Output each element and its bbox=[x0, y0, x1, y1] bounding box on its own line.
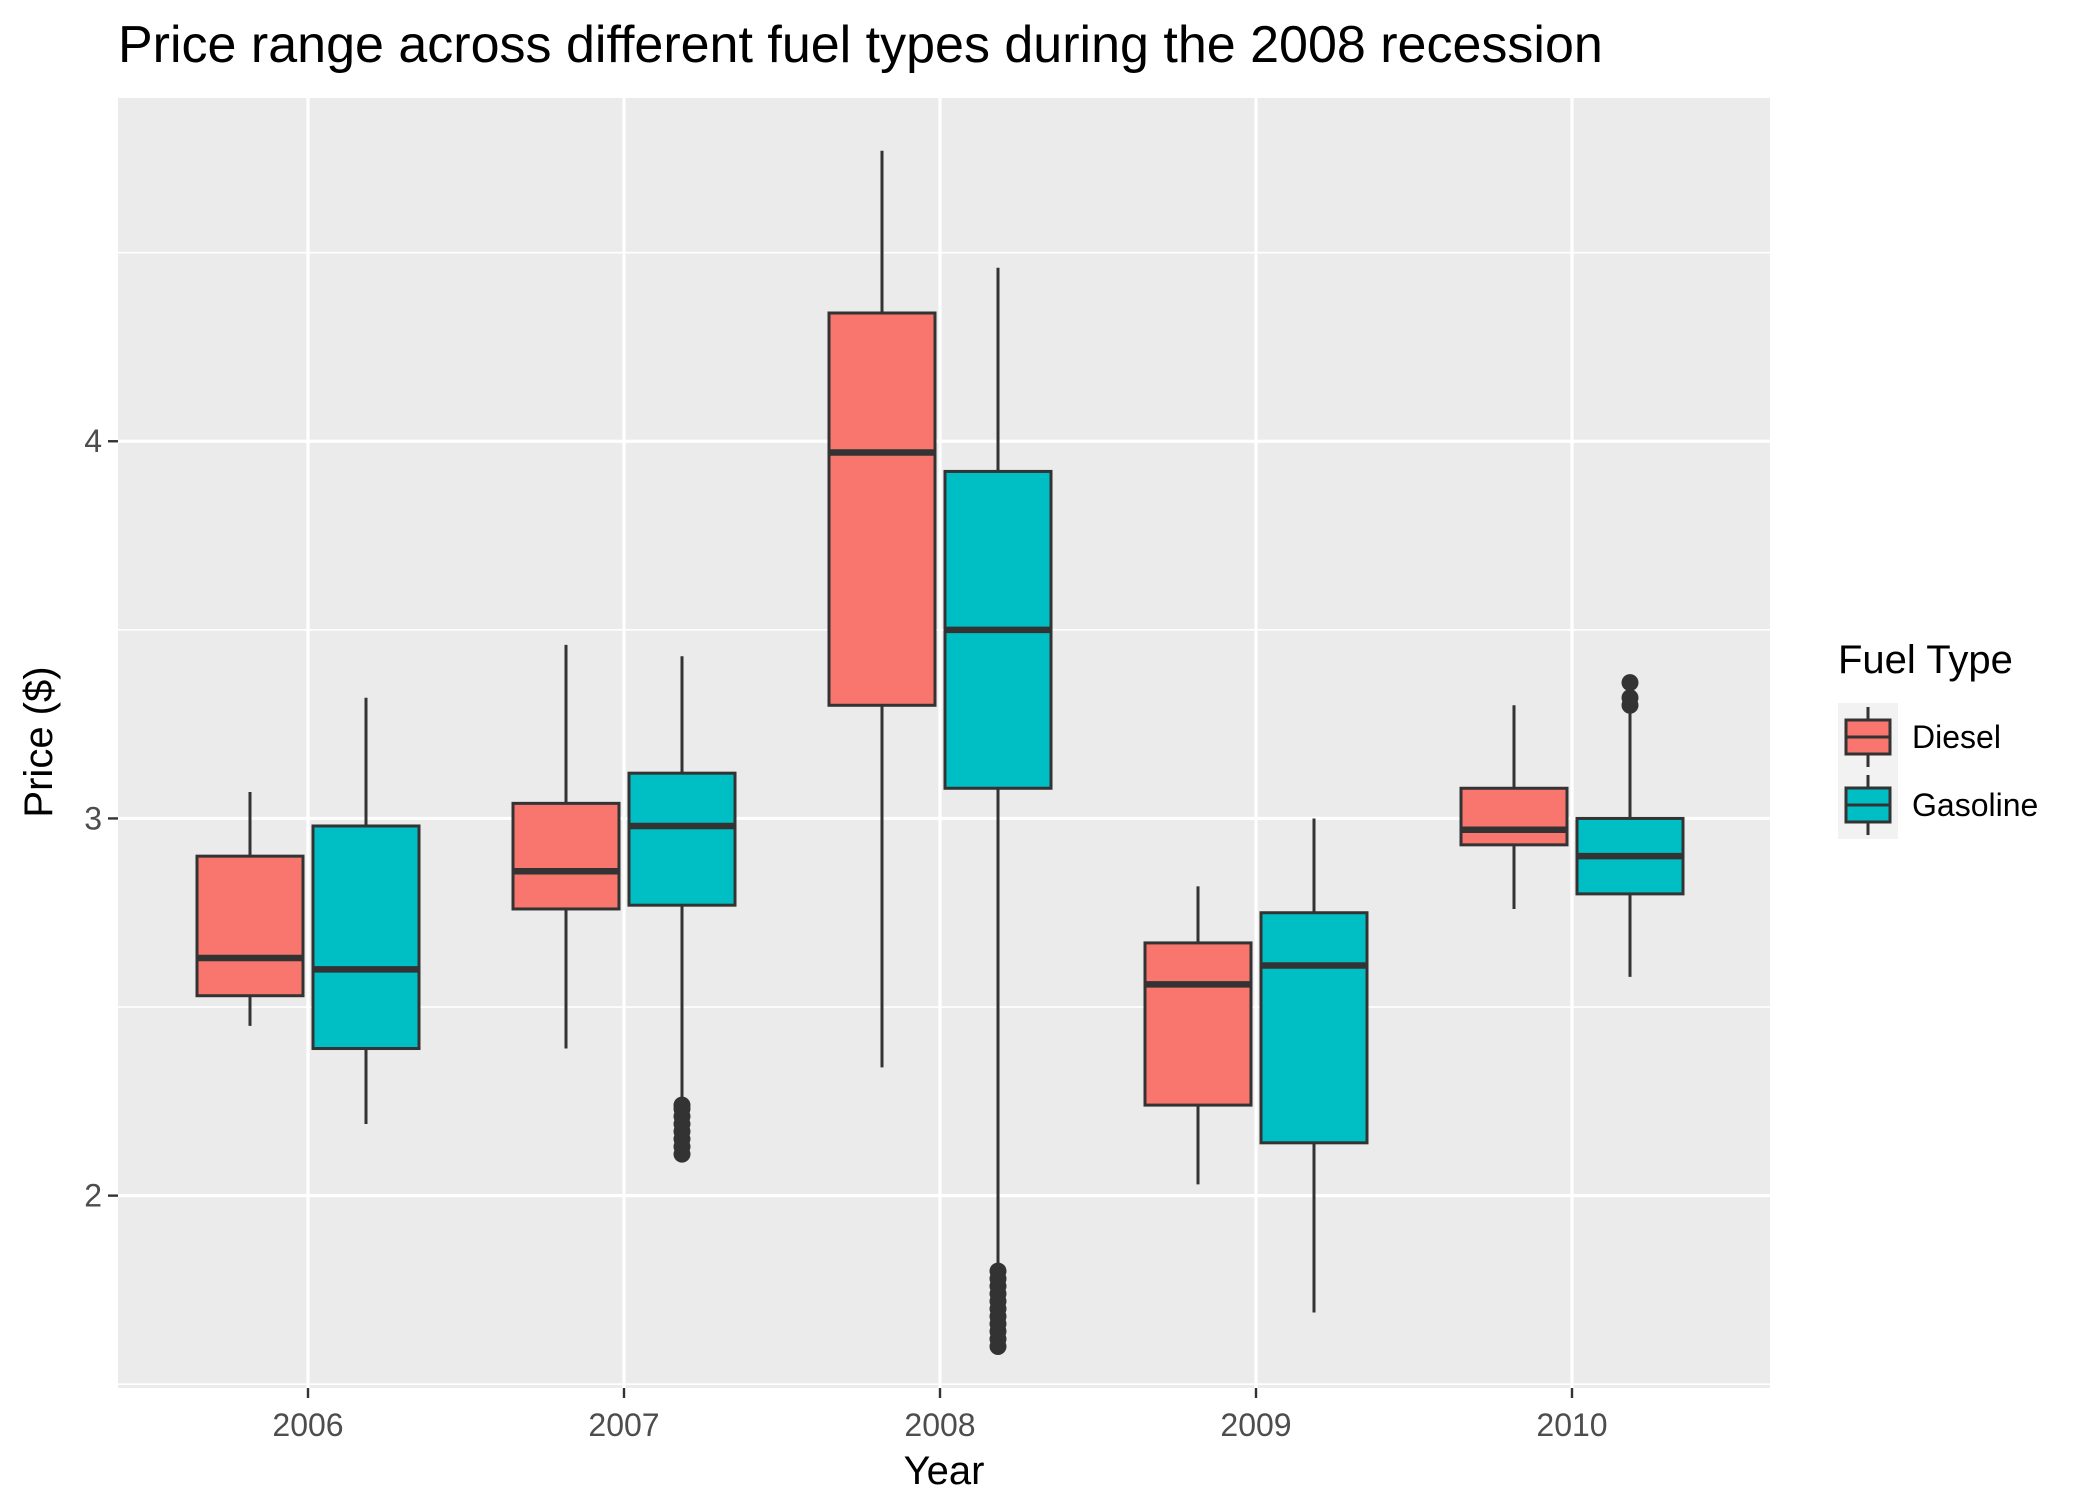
box-diesel-2008 bbox=[827, 150, 937, 1068]
box-iqr bbox=[1459, 786, 1569, 847]
legend: Fuel Type Diesel Gasoline bbox=[1838, 638, 2038, 839]
box-iqr bbox=[827, 311, 937, 707]
box-diesel-2007 bbox=[511, 644, 621, 1049]
box-iqr bbox=[311, 824, 421, 1051]
legend-label: Diesel bbox=[1912, 719, 2001, 755]
x-tick-label: 2009 bbox=[1220, 1407, 1291, 1443]
y-tick-label: 2 bbox=[84, 1178, 102, 1214]
y-axis-title: Price ($) bbox=[17, 666, 61, 817]
outlier-point bbox=[1621, 689, 1639, 707]
legend-item-gasoline: Gasoline bbox=[1838, 771, 2038, 839]
grid-major bbox=[118, 98, 1770, 1388]
x-tick-label: 2007 bbox=[588, 1407, 659, 1443]
box-layer bbox=[195, 150, 1685, 1356]
y-tick-label: 4 bbox=[84, 423, 102, 459]
box-diesel-2006 bbox=[195, 792, 305, 1026]
box-gasoline-2009 bbox=[1259, 818, 1369, 1313]
legend-item-diesel: Diesel bbox=[1838, 703, 2001, 771]
outlier-point bbox=[673, 1096, 691, 1114]
legend-label: Gasoline bbox=[1912, 787, 2038, 823]
x-axis: 2006 2007 2008 2009 2010 bbox=[272, 1388, 1608, 1443]
chart-title: Price range across different fuel types … bbox=[118, 16, 1603, 74]
legend-title: Fuel Type bbox=[1838, 638, 2013, 682]
box-iqr bbox=[195, 854, 305, 998]
y-axis: 2 3 4 bbox=[84, 423, 118, 1214]
box-iqr bbox=[511, 801, 621, 911]
x-tick-label: 2010 bbox=[1536, 1407, 1607, 1443]
x-tick-label: 2006 bbox=[272, 1407, 343, 1443]
box-gasoline-2006 bbox=[311, 697, 421, 1124]
y-tick-label: 3 bbox=[84, 800, 102, 836]
box-gasoline-2010 bbox=[1575, 674, 1685, 977]
box-iqr bbox=[1259, 911, 1369, 1145]
box-iqr bbox=[627, 771, 737, 907]
box-iqr bbox=[1143, 941, 1253, 1107]
x-tick-label: 2008 bbox=[904, 1407, 975, 1443]
box-gasoline-2007 bbox=[627, 656, 737, 1163]
outlier-point bbox=[1621, 674, 1639, 692]
box-gasoline-2008 bbox=[943, 267, 1053, 1356]
outlier-point bbox=[989, 1262, 1007, 1280]
x-axis-title: Year bbox=[904, 1449, 985, 1493]
box-diesel-2009 bbox=[1143, 886, 1253, 1185]
box-diesel-2010 bbox=[1459, 705, 1569, 909]
